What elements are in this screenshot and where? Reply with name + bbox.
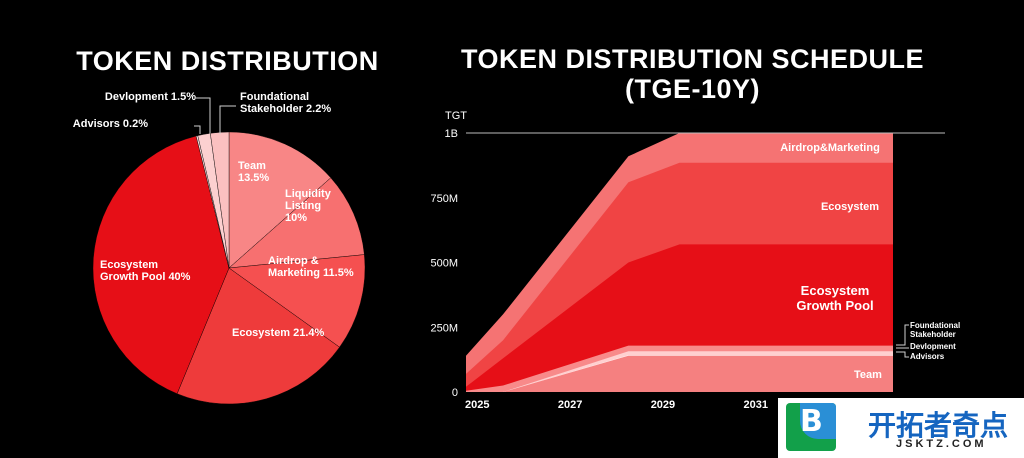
y-tick-label: 750M [430, 193, 458, 205]
y-tick-label: 0 [452, 387, 458, 399]
pie-slice [228, 254, 366, 348]
y-axis-label: TGT [445, 110, 467, 122]
pie-slice-label-line: Team [238, 160, 266, 172]
pie-slice [228, 131, 332, 269]
pie-slice-label: Liquidity Listing 10% [285, 188, 332, 224]
watermark-logo-icon [786, 403, 836, 451]
area-layer-label: Ecosystem Growth Pool [796, 283, 873, 313]
area-layer-label: Airdrop&Marketing [780, 142, 880, 154]
callout-leader-line [896, 351, 909, 358]
x-tick-label: 2025 [465, 399, 489, 411]
pie-slice-label-line: Devlopment 1.5% [105, 91, 196, 103]
x-tick-label: 2029 [651, 399, 675, 411]
area-callout-label: Devlopment [910, 342, 956, 351]
pie-slice-label-line: Foundational [240, 91, 309, 103]
pie-slice-label-line: Liquidity [285, 188, 332, 200]
area-chart-title: TOKEN DISTRIBUTION SCHEDULE (TGE-10Y) [420, 44, 965, 104]
pie-slice-label-line: 13.5% [238, 172, 269, 184]
pie-leader-line [219, 105, 236, 134]
area-layer [466, 355, 893, 392]
x-tick-label: 2027 [558, 399, 582, 411]
pie-slice-label: Devlopment 1.5% [105, 91, 196, 103]
pie-slice [228, 177, 365, 269]
pie-slice-label-line: Advisors 0.2% [73, 118, 148, 130]
area-callout-label-line: Advisors [910, 352, 945, 361]
watermark: B 开拓者奇点 JSKTZ.COM [778, 398, 1024, 458]
pie-slice-label-line: 10% [285, 212, 307, 224]
pie-slice-label: Advisors 0.2% [73, 118, 148, 130]
area-layer-label-line: Growth Pool [796, 298, 873, 313]
area-layer-label-line: Team [854, 369, 882, 381]
area-layer-label: Ecosystem [821, 201, 879, 213]
area-callout-label-line: Devlopment [910, 342, 956, 351]
callout-leader-line [896, 324, 909, 346]
pie-slice-label-line: Ecosystem 21.4% [232, 327, 325, 339]
area-layer-label-line: Ecosystem [801, 283, 870, 298]
pie-slice-label: Ecosystem Growth Pool 40% [100, 259, 191, 283]
pie-slice-label-line: Stakeholder 2.2% [240, 103, 331, 115]
pie-slice-label-line: Growth Pool 40% [100, 271, 191, 283]
area-callout-label-line: Stakeholder [910, 330, 956, 339]
pie-slice-label-line: Airdrop & [268, 255, 319, 267]
y-tick-label: 250M [430, 322, 458, 334]
pie-chart: Team 13.5% Liquidity Listing 10% Airdrop & Mar… [73, 91, 366, 405]
area-callout-label: Advisors [910, 352, 945, 361]
area-chart: TGT 0 250M 500M 750M 1B 2025 2027 2029 2031 Airdro… [430, 110, 960, 411]
x-tick-label: 2031 [744, 399, 768, 411]
pie-leader-line [196, 97, 211, 134]
y-tick-label: 500M [430, 258, 458, 270]
area-layer-label-line: Airdrop&Marketing [780, 142, 880, 154]
area-layer-label: Team [854, 369, 882, 381]
area-callout-label-line: Foundational [910, 321, 960, 330]
pie-slice-label: Team 13.5% [238, 160, 269, 184]
pie-slice-label: Airdrop & Marketing 11.5% [268, 255, 354, 279]
y-tick-label: 1B [445, 128, 458, 140]
pie-slice-label-line: Ecosystem [100, 259, 158, 271]
pie-slice-label: Ecosystem 21.4% [232, 327, 325, 339]
pie-slice-label-line: Listing [285, 200, 321, 212]
pie-slice [92, 135, 230, 394]
area-chart-title-line-1: TOKEN DISTRIBUTION SCHEDULE [460, 44, 925, 74]
area-callout-label: Foundational Stakeholder [910, 321, 960, 339]
area-chart-title-line-2: (TGE-10Y) [624, 74, 761, 104]
watermark-text: 开拓者奇点 [868, 409, 1009, 442]
watermark-subtext: JSKTZ.COM [896, 438, 987, 450]
pie-slice-label-line: Marketing 11.5% [268, 267, 354, 279]
pie-slice-label: Foundational Stakeholder 2.2% [240, 91, 331, 115]
pie-slice [176, 267, 340, 405]
pie-chart-title: TOKEN DISTRIBUTION [76, 46, 379, 76]
area-layer-label-line: Ecosystem [821, 201, 879, 213]
pie-leader-line [194, 125, 201, 134]
watermark-logo-letter: B [800, 404, 823, 439]
